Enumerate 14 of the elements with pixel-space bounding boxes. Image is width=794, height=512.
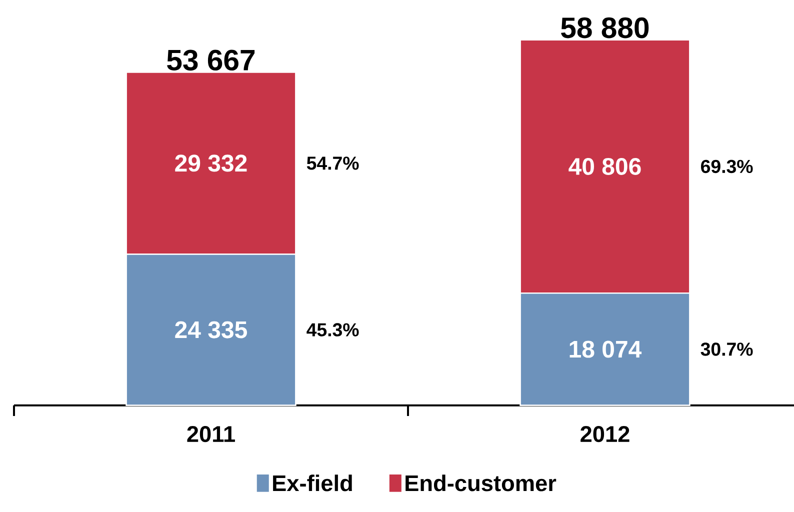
legend-label: Ex-field (273, 474, 352, 492)
total-label: 58 880 (561, 17, 649, 38)
data-label: 40 806 (568, 158, 641, 175)
x-tick-label: 2011 (187, 426, 235, 442)
data-label: 18 074 (570, 340, 642, 358)
annotation: 45.3% (306, 323, 359, 336)
annotation: 69.3% (701, 160, 753, 174)
x-tick-label: 2012 (580, 426, 630, 442)
annotation: 30.7% (700, 342, 753, 356)
annotation: 54.7% (306, 156, 359, 170)
data-label: 24 335 (175, 321, 248, 338)
total-label: 53 667 (167, 50, 255, 71)
legend-label: End-customer (406, 474, 556, 492)
data-label: 29 332 (175, 154, 247, 172)
